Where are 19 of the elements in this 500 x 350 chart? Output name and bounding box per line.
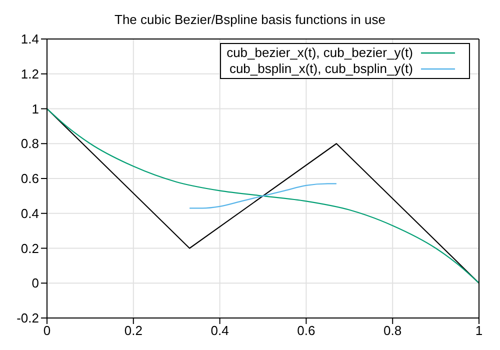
x-tick-label: 1 [475, 323, 483, 338]
y-tick-label: 1.2 [20, 66, 39, 82]
y-tick-label: -0.2 [16, 310, 39, 326]
legend-label: cub_bsplin_x(t), cub_bsplin_y(t) [229, 61, 413, 77]
y-tick-label: 0.8 [20, 136, 39, 152]
x-tick-label: 0.6 [297, 323, 316, 338]
x-tick-label: 0.8 [384, 323, 402, 338]
legend-label: cub_bezier_x(t), cub_bezier_y(t) [226, 45, 413, 61]
y-tick-label: 0 [32, 276, 39, 291]
x-tick-label: 0.4 [210, 323, 229, 338]
y-tick-label: 0.2 [20, 240, 39, 256]
chart-title: The cubic Bezier/Bspline basis functions in use [114, 12, 386, 27]
y-tick-label: 1.4 [20, 32, 39, 47]
x-tick-label: 0.2 [124, 323, 142, 338]
y-tick-label: 0.4 [20, 206, 39, 221]
x-tick-label: 0 [43, 323, 51, 338]
y-tick-label: 1 [32, 101, 39, 116]
y-tick-label: 0.6 [20, 171, 39, 186]
line-series [189, 183, 337, 209]
